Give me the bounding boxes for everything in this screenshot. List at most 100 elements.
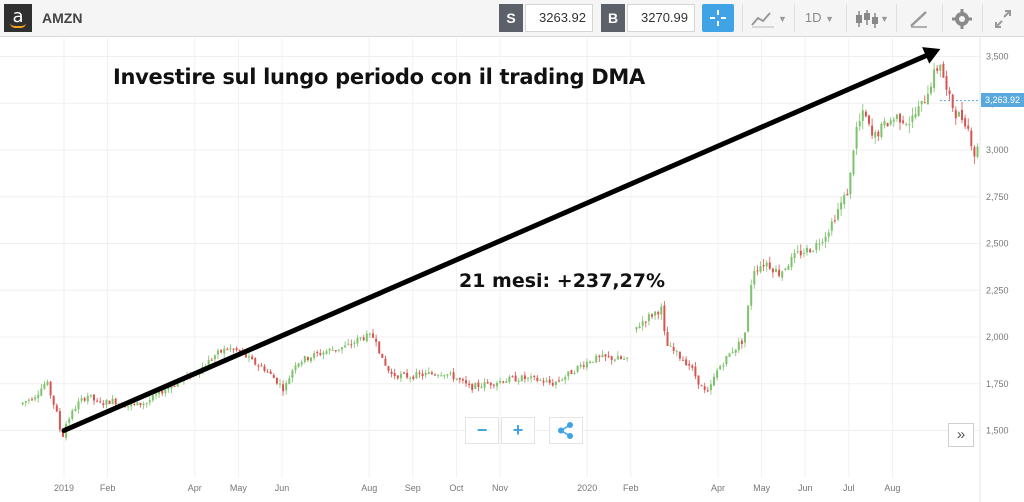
- x-tick-label: May: [753, 483, 771, 493]
- candle-body: [948, 90, 951, 95]
- candle-body: [812, 250, 815, 252]
- candle-body: [133, 403, 136, 405]
- candle-body: [688, 363, 691, 366]
- candle-body: [151, 395, 154, 401]
- crosshair-icon[interactable]: [702, 4, 734, 32]
- candle-body: [728, 353, 731, 357]
- toolbar: a AMZN S 3263.92 B 3270.99 ▼ 1D ▼: [0, 0, 1024, 37]
- candle-body: [384, 358, 387, 366]
- zoom-out-button[interactable]: −: [465, 417, 499, 444]
- candle-body: [480, 386, 483, 388]
- candle-body: [818, 243, 821, 245]
- scroll-to-end-button[interactable]: »: [948, 423, 974, 447]
- candle-body: [527, 377, 529, 379]
- candle-body: [638, 326, 641, 329]
- candle-body: [824, 236, 827, 242]
- candle-body: [393, 372, 396, 377]
- candle-body: [589, 362, 591, 364]
- candle-body: [86, 395, 89, 402]
- candle-body: [325, 351, 328, 354]
- candle-body: [759, 266, 762, 272]
- candle-body: [855, 126, 858, 149]
- share-icon: [558, 422, 573, 439]
- fullscreen-icon[interactable]: [982, 4, 1022, 32]
- candle-body: [756, 270, 759, 272]
- candle-body: [607, 356, 610, 358]
- gain-annotation: 21 mesi: +237,27%: [459, 270, 666, 292]
- candle-body: [254, 358, 257, 365]
- candle-body: [930, 86, 932, 94]
- buy-button[interactable]: B: [601, 4, 625, 32]
- candle-body: [775, 269, 777, 273]
- candle-body: [833, 220, 836, 222]
- candle-body: [43, 384, 46, 389]
- candle-body: [765, 262, 768, 267]
- candle-body: [551, 382, 554, 386]
- current-price-badge: 3,263.92: [981, 93, 1024, 107]
- candle-body: [415, 372, 418, 379]
- candle-body: [610, 356, 613, 361]
- candle-body: [399, 373, 402, 379]
- candle-body: [647, 314, 650, 322]
- candle-body: [908, 124, 911, 126]
- share-button[interactable]: [549, 417, 583, 444]
- candle-body: [942, 63, 945, 78]
- y-tick-label: 2,750: [986, 192, 1009, 202]
- candle-body: [564, 376, 567, 380]
- sell-button[interactable]: S: [499, 4, 523, 32]
- candle-body: [334, 350, 337, 352]
- candle-body: [545, 380, 548, 382]
- candle-body: [409, 377, 412, 379]
- candle-body: [381, 353, 384, 358]
- candle-body: [275, 377, 278, 384]
- timeframe-select[interactable]: 1D ▼: [794, 4, 844, 32]
- candle-body: [895, 114, 898, 119]
- candle-body: [27, 399, 30, 401]
- candle-body: [558, 380, 560, 382]
- candle-body: [77, 401, 80, 410]
- line-chart-icon[interactable]: ▼: [742, 4, 792, 32]
- zoom-in-button[interactable]: +: [501, 417, 535, 444]
- candle-body: [886, 123, 889, 127]
- candle-body: [582, 365, 585, 367]
- candle-body: [176, 381, 179, 387]
- candle-body: [951, 94, 954, 109]
- candlestick-icon[interactable]: ▼: [846, 4, 894, 32]
- candle-body: [892, 119, 895, 122]
- candle-body: [737, 342, 740, 350]
- candle-body: [145, 402, 148, 404]
- candle-body: [89, 394, 92, 397]
- candle-body: [412, 376, 415, 379]
- candle-body: [725, 355, 728, 365]
- candle-body: [595, 355, 598, 363]
- x-tick-label: Apr: [188, 483, 202, 493]
- settings-icon[interactable]: [942, 4, 980, 32]
- draw-icon[interactable]: [896, 4, 940, 32]
- logo-letter: a: [12, 6, 24, 27]
- candle-body: [232, 348, 235, 350]
- candle-body: [821, 241, 824, 244]
- candle-body: [492, 384, 495, 386]
- candle-body: [976, 146, 979, 157]
- candle-body: [802, 253, 805, 255]
- candle-body: [403, 372, 405, 374]
- candle-body: [654, 311, 657, 316]
- candle-body: [703, 386, 706, 390]
- candle-body: [251, 356, 254, 360]
- candle-body: [279, 383, 281, 385]
- candle-body: [762, 265, 765, 267]
- y-tick-label: 2,000: [986, 332, 1009, 342]
- candle-body: [437, 375, 440, 377]
- candle-body: [468, 383, 471, 385]
- candle-body: [263, 366, 266, 372]
- symbol-label: AMZN: [42, 10, 83, 26]
- candle-body: [452, 372, 455, 380]
- candle-body: [331, 349, 334, 351]
- candle-body: [434, 374, 436, 376]
- candle-body: [626, 357, 629, 359]
- candle-body: [269, 371, 272, 374]
- candle-body: [337, 349, 340, 351]
- candle-body: [592, 361, 595, 363]
- candle-body: [716, 370, 719, 378]
